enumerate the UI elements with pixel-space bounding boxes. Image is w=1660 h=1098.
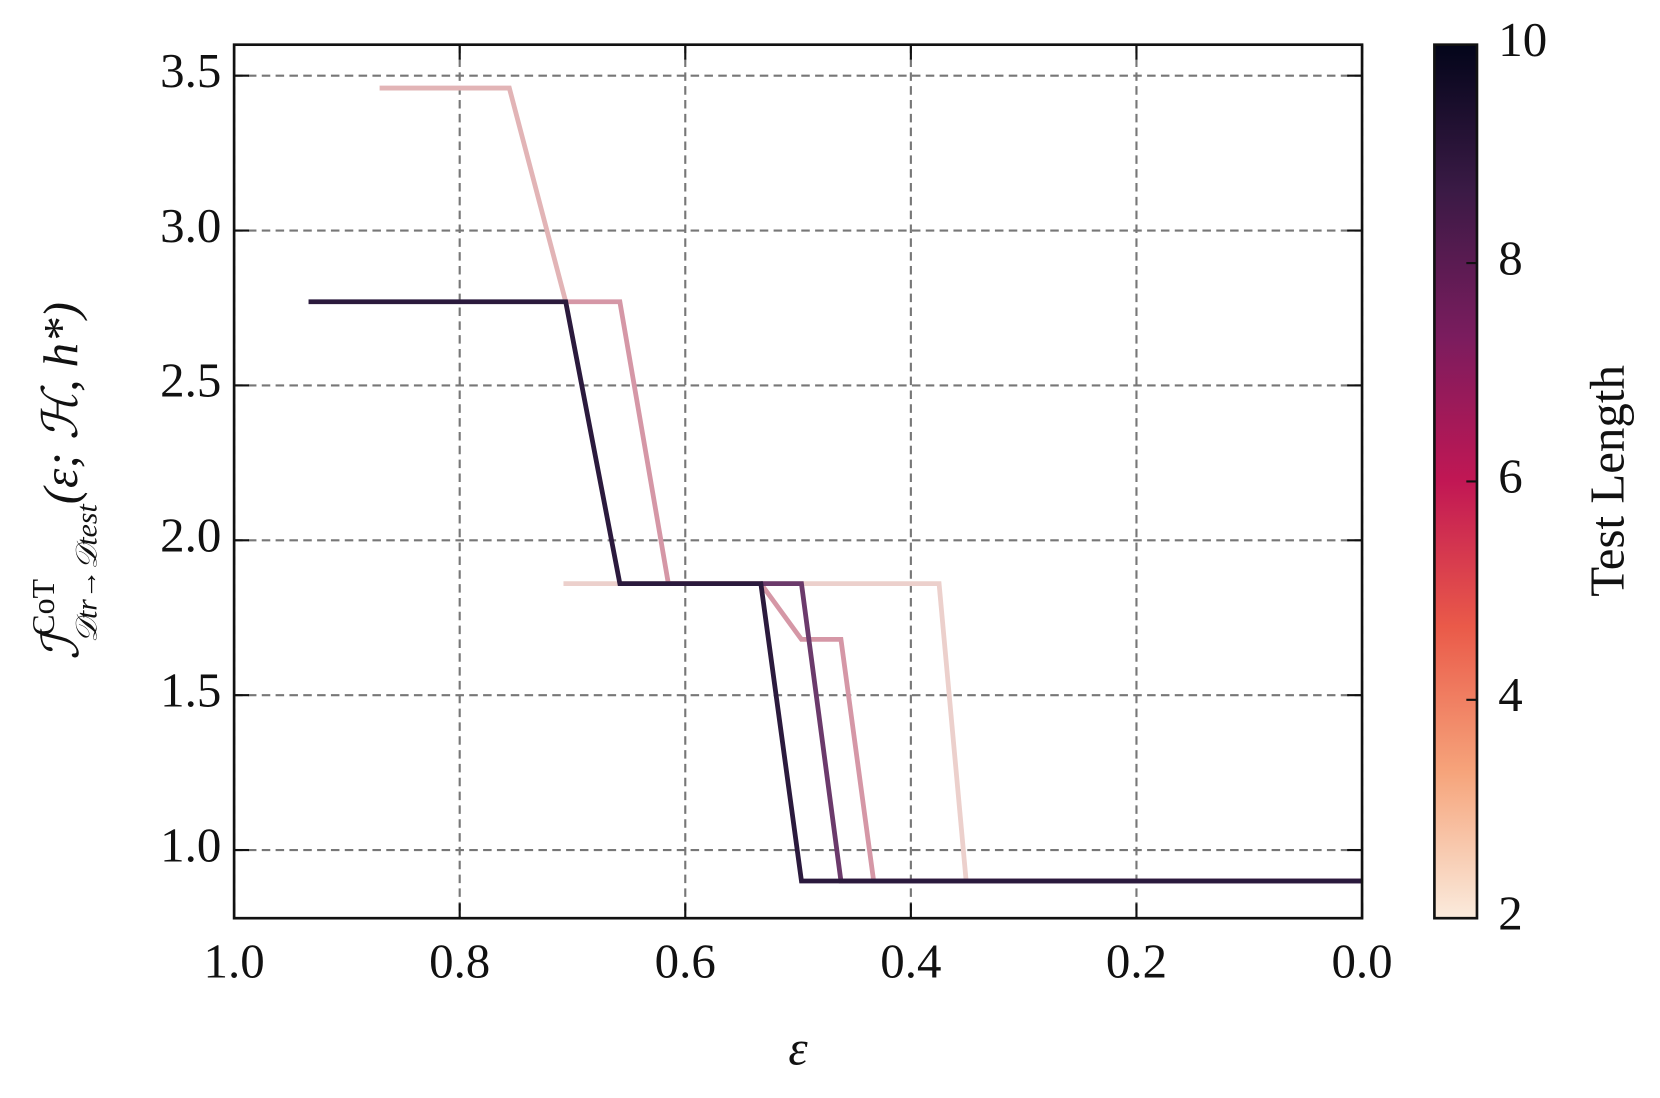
y-tick-label: 1.0 xyxy=(160,817,221,872)
x-tick-label: 0.8 xyxy=(429,933,490,988)
series-line xyxy=(379,85,569,303)
colorbar-label: Test Length xyxy=(1579,365,1634,597)
plot-frame xyxy=(232,43,1364,920)
y-label-sup: CoT xyxy=(26,579,61,636)
y-label-args: (ε; ℋ, h*) xyxy=(33,302,88,504)
x-tick-label: 0.2 xyxy=(1106,933,1167,988)
series-line xyxy=(563,581,1363,884)
y-tick-label: 3.0 xyxy=(160,198,221,253)
x-tick-label: 0.6 xyxy=(655,933,716,988)
colorbar-tick-label: 2 xyxy=(1498,885,1522,940)
y-tick-label: 3.5 xyxy=(160,43,221,98)
y-tick-label: 2.0 xyxy=(160,508,221,563)
series-line xyxy=(308,299,1363,884)
x-tick-label: 1.0 xyxy=(204,933,265,988)
colorbar-tick-label: 4 xyxy=(1498,667,1522,722)
y-tick-label: 1.5 xyxy=(160,662,221,717)
grid xyxy=(233,44,1364,919)
series-line xyxy=(565,299,1363,884)
y-tick-label: 2.5 xyxy=(160,353,221,408)
x-tick-label: 0.0 xyxy=(1331,933,1392,988)
y-axis-label: ℐCoT 𝒟tr→𝒟test(ε; ℋ, h*) xyxy=(26,302,103,660)
x-axis-label: ε xyxy=(788,1021,808,1076)
colorbar-tick-label: 6 xyxy=(1498,449,1522,504)
x-tick-label: 0.4 xyxy=(880,933,941,988)
series-line xyxy=(760,581,1363,884)
colorbar-tick-label: 10 xyxy=(1498,12,1547,67)
y-label-sub: 𝒟tr→𝒟test xyxy=(70,504,103,643)
colorbar-tick-label: 8 xyxy=(1498,230,1522,285)
